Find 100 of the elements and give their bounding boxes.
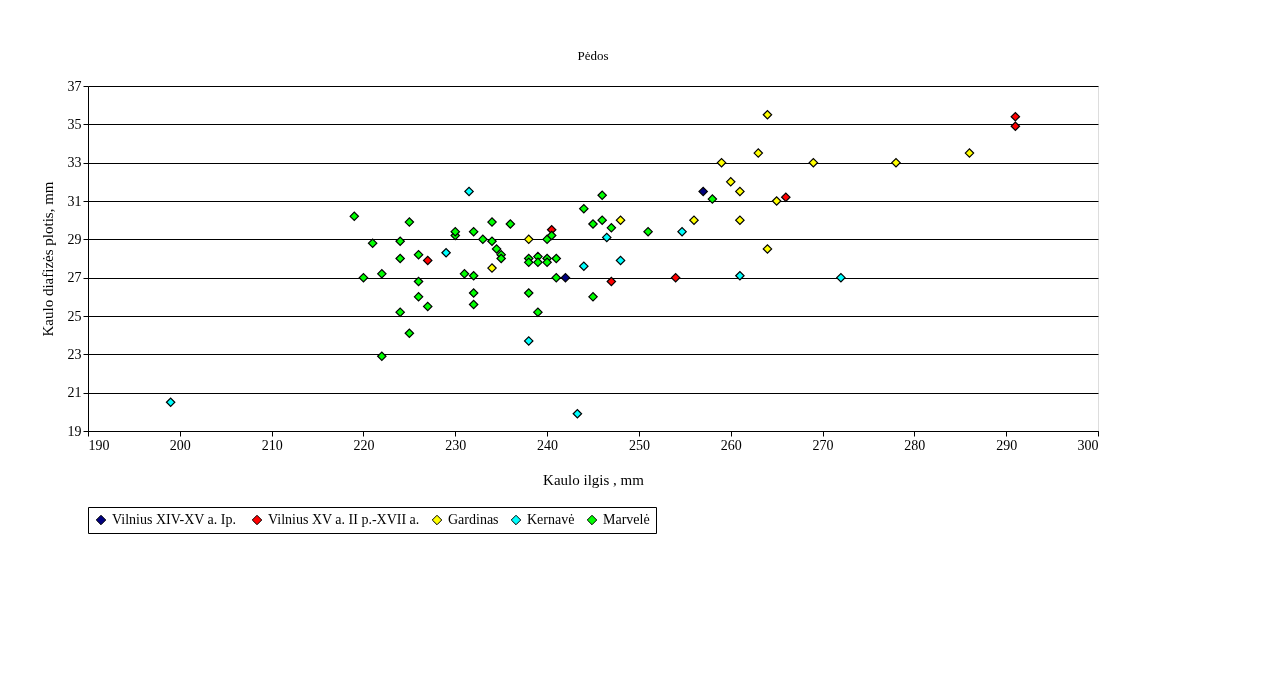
point	[395, 253, 405, 264]
point	[677, 226, 687, 237]
point	[588, 219, 598, 229]
point	[735, 186, 745, 197]
point	[404, 217, 415, 227]
point	[395, 307, 405, 317]
point	[808, 157, 819, 168]
legend-label: Gardinas	[448, 512, 499, 527]
point	[891, 157, 901, 168]
point	[459, 269, 470, 279]
point	[781, 192, 791, 202]
y-tick-label: 23	[67, 346, 82, 362]
point	[377, 351, 387, 362]
point	[560, 272, 571, 283]
point	[496, 253, 506, 264]
point	[716, 157, 727, 168]
x-tick-label: 270	[812, 437, 834, 453]
point	[670, 272, 681, 283]
legend-label: Vilnius XIV-XV a. Ip.	[112, 512, 236, 527]
point	[478, 234, 488, 245]
x-tick-label: 290	[996, 437, 1018, 453]
point	[597, 190, 607, 201]
point	[1010, 111, 1021, 122]
point	[698, 186, 708, 197]
point	[533, 307, 543, 317]
y-tick-label: 37	[67, 78, 82, 94]
x-tick-label: 240	[537, 437, 559, 453]
point	[377, 269, 387, 279]
point	[572, 408, 583, 419]
point	[487, 236, 497, 247]
y-tick-label: 25	[67, 308, 82, 324]
point	[523, 336, 534, 346]
point	[413, 249, 424, 260]
point	[542, 234, 552, 245]
point	[468, 270, 479, 281]
point	[395, 236, 405, 247]
y-tick-label: 31	[67, 193, 82, 209]
point	[487, 217, 497, 227]
point	[1010, 121, 1021, 132]
y-tick-label: 19	[67, 423, 82, 439]
point	[468, 288, 479, 298]
point	[523, 234, 534, 245]
point	[487, 263, 497, 273]
point	[643, 226, 653, 237]
x-tick-label: 300	[1077, 437, 1099, 453]
point	[606, 276, 617, 287]
x-tick-label: 260	[720, 437, 742, 453]
point	[579, 261, 589, 271]
legend-label: Marvelė	[603, 512, 650, 527]
point	[725, 177, 736, 187]
point	[546, 230, 557, 241]
point	[491, 244, 502, 254]
point	[615, 255, 626, 266]
x-tick-label: 280	[904, 437, 926, 453]
point	[771, 196, 782, 206]
point	[542, 257, 552, 268]
x-axis-title: Kaulo ilgis , mm	[543, 471, 645, 488]
point	[523, 257, 534, 268]
x-tick-label: 190	[88, 437, 110, 453]
y-tick-label: 21	[67, 385, 82, 401]
point	[836, 272, 846, 283]
point	[450, 226, 461, 237]
point	[707, 194, 718, 204]
x-tick-label: 210	[261, 437, 283, 453]
point	[588, 292, 598, 302]
point	[367, 238, 378, 248]
x-tick-label: 230	[445, 437, 467, 453]
legend-label: Kernavė	[527, 512, 575, 527]
point	[422, 301, 433, 312]
point	[601, 232, 612, 243]
point	[753, 148, 764, 158]
point	[735, 215, 745, 225]
point	[468, 299, 479, 310]
point	[422, 255, 433, 266]
point	[762, 109, 773, 120]
point	[523, 288, 534, 298]
point	[579, 203, 589, 214]
point	[468, 226, 479, 237]
x-tick-label: 200	[169, 437, 191, 453]
y-tick-label: 35	[67, 116, 82, 132]
point	[689, 215, 699, 225]
y-tick-label: 33	[67, 155, 82, 171]
x-tick-label: 250	[628, 437, 650, 453]
legend-label: Vilnius XV a. II p.-XVII a.	[268, 512, 420, 527]
point	[413, 276, 424, 287]
y-tick-label: 29	[67, 231, 82, 247]
point	[358, 272, 369, 283]
point	[413, 292, 424, 302]
point	[165, 397, 176, 408]
point	[404, 328, 415, 339]
point	[551, 253, 562, 264]
point	[762, 244, 773, 254]
x-tick-label: 220	[353, 437, 375, 453]
point	[551, 272, 562, 283]
point	[441, 247, 451, 258]
point	[606, 223, 617, 233]
point	[597, 215, 607, 225]
point	[735, 270, 745, 281]
chart-title: Pėdos	[577, 48, 609, 63]
point	[533, 257, 543, 268]
